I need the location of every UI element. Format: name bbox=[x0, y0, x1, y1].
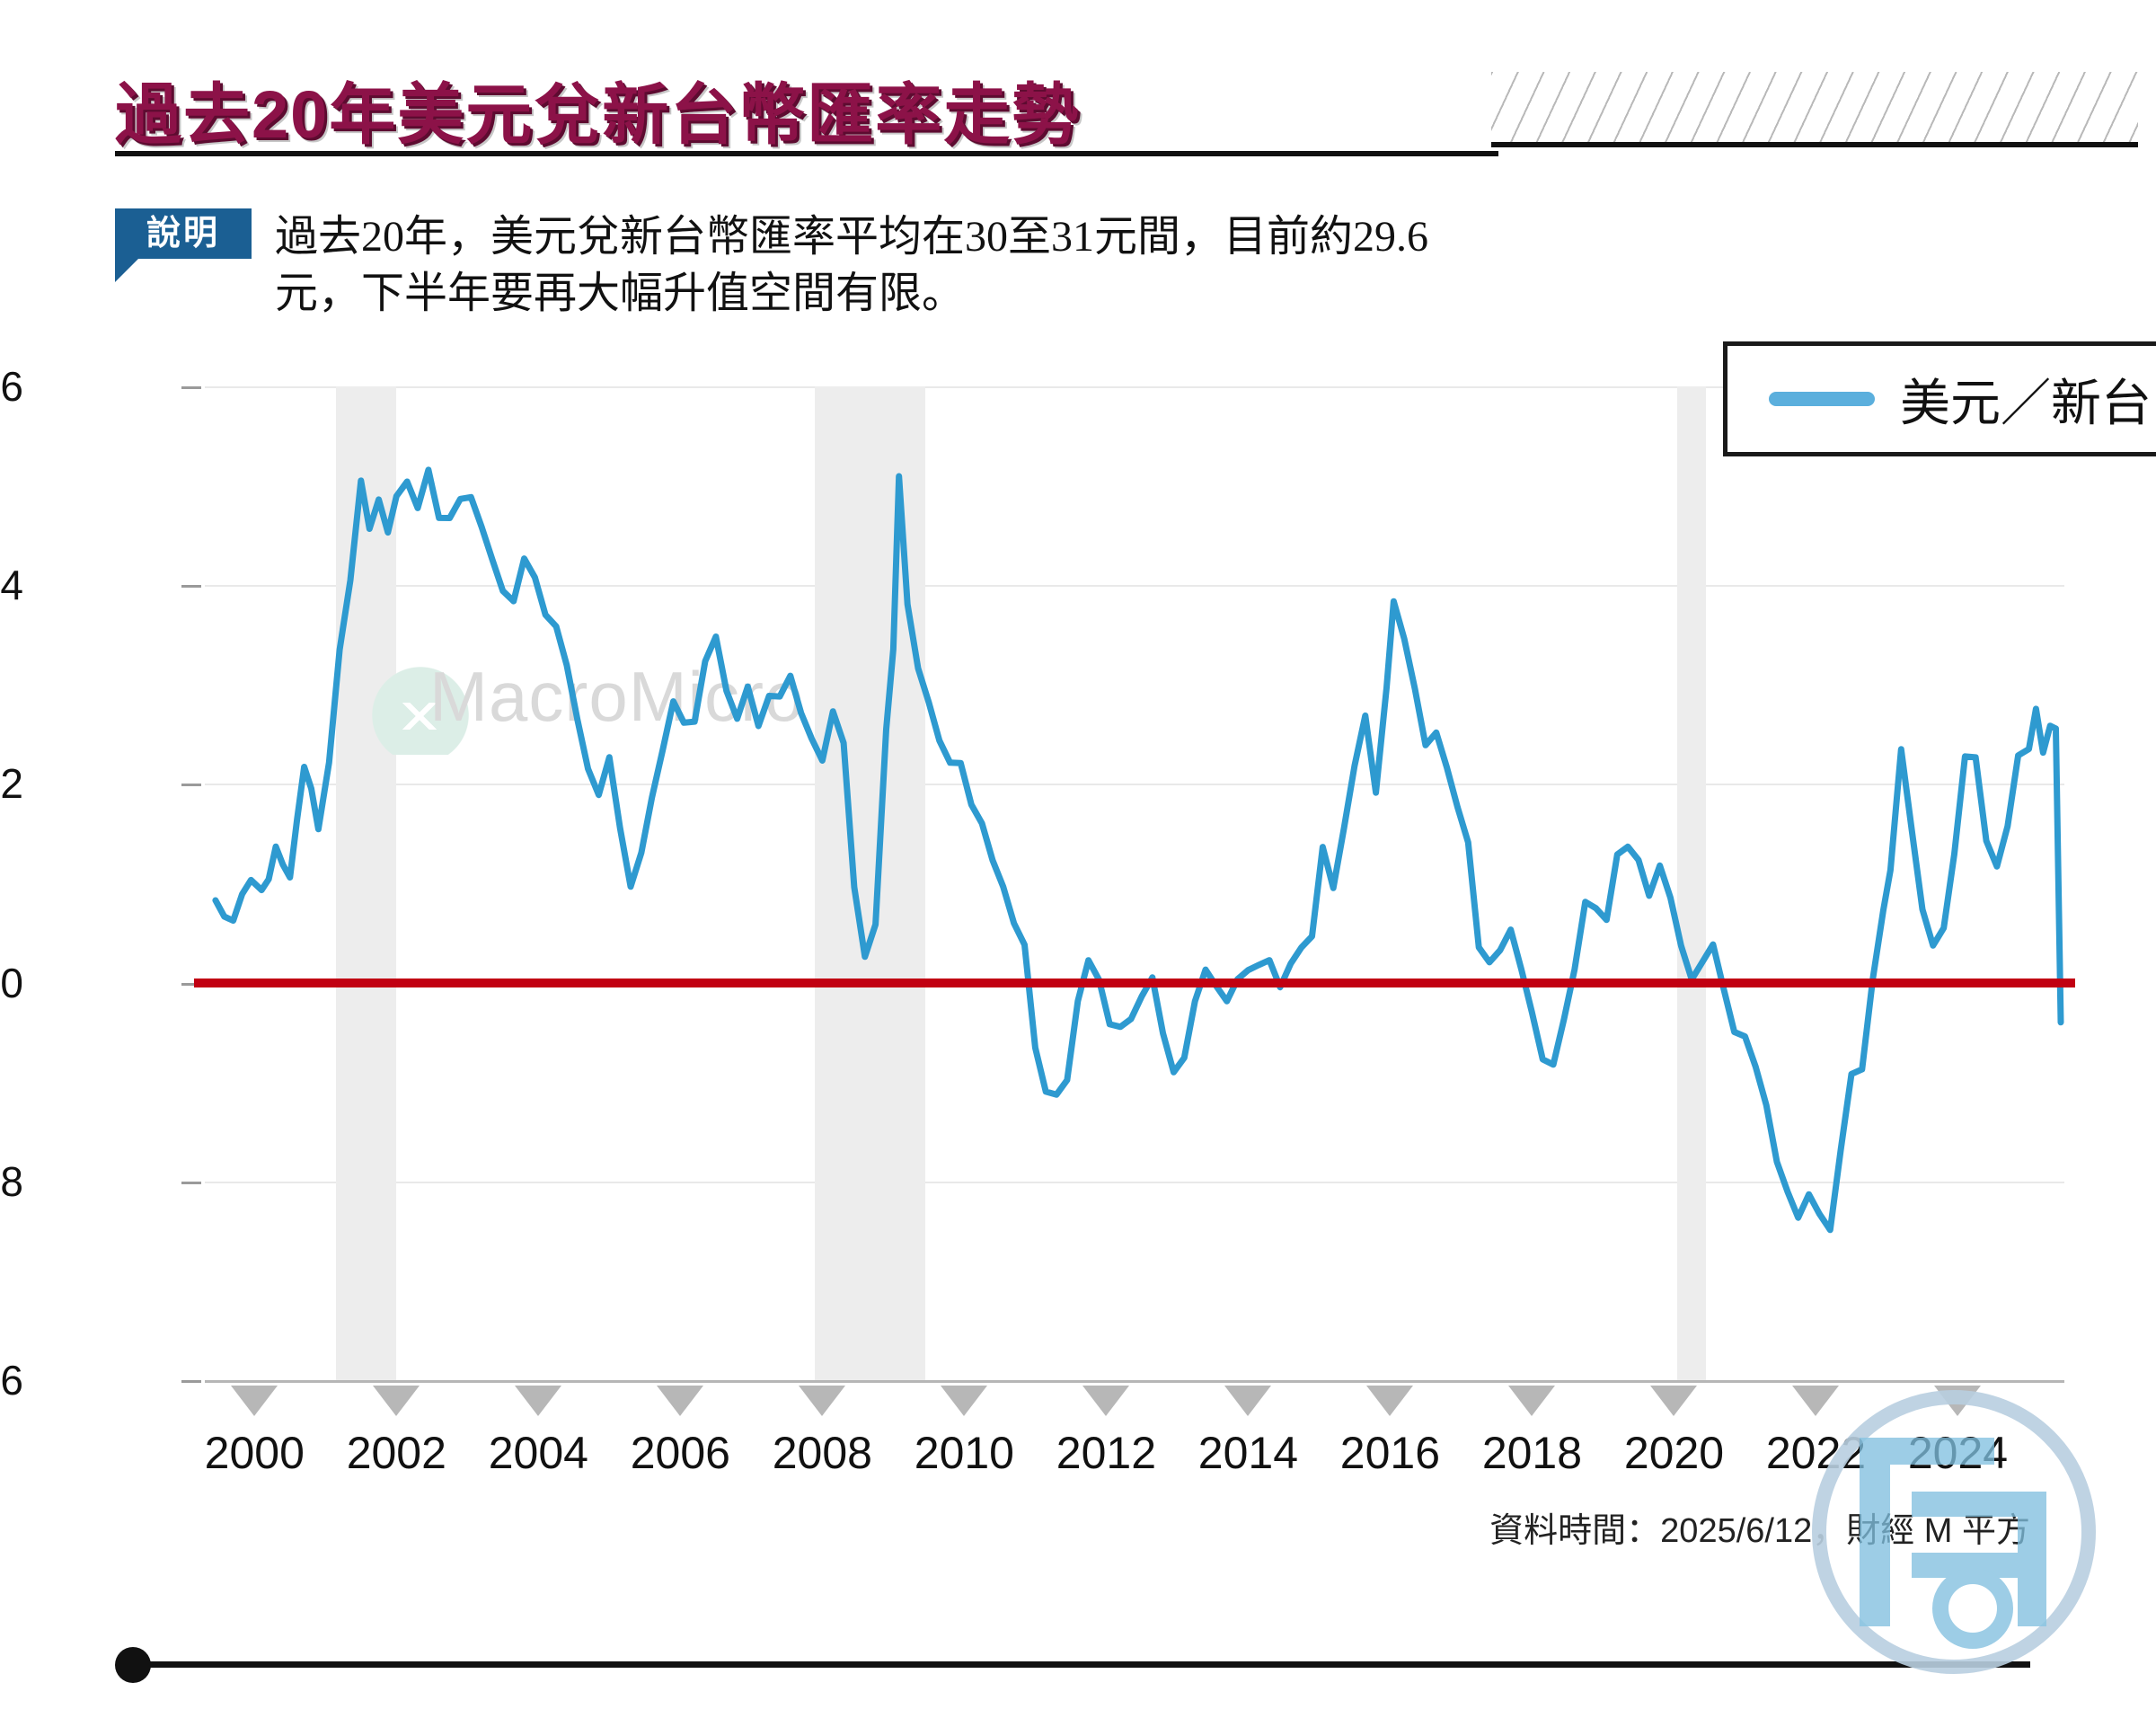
x-tick-label-2008: 2008 bbox=[772, 1428, 872, 1478]
x-tick-label-2004: 2004 bbox=[488, 1428, 588, 1478]
note-badge: 說明 bbox=[115, 208, 252, 282]
header-rule-left bbox=[115, 151, 1498, 156]
y-tick-label-28: 28 bbox=[0, 1157, 23, 1205]
source-note: 資料時間：2025/6/12，財經 M 平方 bbox=[1489, 1512, 2030, 1550]
y-tickmark-34 bbox=[181, 585, 201, 589]
note-line-1: 過去20年，美元兌新台幣匯率平均在30至31元間，目前約29.6 bbox=[275, 213, 1429, 261]
gridline-34 bbox=[205, 585, 2064, 588]
note-line-2: 元，下半年要再大幅升值空間有限。 bbox=[275, 270, 966, 318]
y-tickmark-36 bbox=[181, 386, 201, 389]
y-tick-label-26: 26 bbox=[0, 1357, 23, 1404]
x-tickmark-2014 bbox=[1224, 1386, 1272, 1416]
y-tickmark-28 bbox=[181, 1181, 201, 1184]
page-title: 過去20年美元兌新台幣匯率走勢 bbox=[115, 77, 1081, 152]
x-tickmark-2004 bbox=[515, 1386, 562, 1416]
note-block: 說明 過去20年，美元兌新台幣匯率平均在30至31元間，目前約29.6 元，下半… bbox=[115, 208, 2046, 323]
gridline-32 bbox=[205, 784, 2064, 786]
chart-legend: 美元／新台幣 bbox=[1723, 341, 2156, 456]
header-rule-right bbox=[1491, 142, 2138, 147]
x-tickmark-2012 bbox=[1082, 1386, 1130, 1416]
footer-rule bbox=[133, 1661, 2030, 1668]
x-tick-label-2010: 2010 bbox=[914, 1428, 1014, 1478]
x-tickmark-2000 bbox=[231, 1386, 278, 1416]
x-axis-line bbox=[205, 1380, 2064, 1383]
note-text: 過去20年，美元兌新台幣匯率平均在30至31元間，目前約29.6 元，下半年要再… bbox=[275, 208, 2046, 323]
publisher-stamp-icon bbox=[1812, 1390, 2096, 1674]
hatch-decoration bbox=[1491, 72, 2138, 144]
gridline-36 bbox=[205, 386, 2064, 388]
x-tick-label-2006: 2006 bbox=[630, 1428, 730, 1478]
x-tickmark-2020 bbox=[1650, 1386, 1698, 1416]
x-tick-label-2016: 2016 bbox=[1339, 1428, 1441, 1478]
x-tickmark-2006 bbox=[657, 1386, 704, 1416]
recession-band-2 bbox=[1677, 386, 1706, 1380]
footer-dot bbox=[115, 1647, 151, 1683]
x-tickmark-2002 bbox=[373, 1386, 420, 1416]
x-tickmark-2018 bbox=[1508, 1386, 1556, 1416]
reference-line-30 bbox=[194, 978, 2075, 987]
y-tickmark-26 bbox=[181, 1380, 201, 1383]
y-tick-label-30: 30 bbox=[0, 959, 23, 1006]
legend-swatch-usd-twd bbox=[1769, 392, 1875, 406]
plot-area: MacroMicro 美元／新台幣 26 28 30 32 34 36 bbox=[0, 341, 2156, 1404]
x-tick-label-2000: 2000 bbox=[204, 1428, 305, 1478]
series-usd-twd bbox=[212, 466, 2064, 1234]
y-tickmark-32 bbox=[181, 784, 201, 787]
x-tick-label-2012: 2012 bbox=[1056, 1428, 1157, 1478]
x-tickmark-2008 bbox=[799, 1386, 846, 1416]
legend-label-usd-twd: 美元／新台幣 bbox=[1900, 374, 2156, 431]
x-tickmark-2010 bbox=[941, 1386, 988, 1416]
chart-area: Number MacroMicro 美元／新台幣 262830323436 20… bbox=[0, 341, 2156, 1478]
recession-band-0 bbox=[336, 386, 397, 1380]
macromicro-logo-icon bbox=[371, 656, 470, 755]
x-tickmark-2022 bbox=[1792, 1386, 1840, 1416]
x-tickmark-2016 bbox=[1366, 1386, 1414, 1416]
header: 過去20年美元兌新台幣匯率走勢 bbox=[0, 0, 2156, 171]
watermark-text: MacroMicro bbox=[429, 657, 805, 736]
x-tick-label-2002: 2002 bbox=[346, 1428, 446, 1478]
x-tick-label-2020: 2020 bbox=[1623, 1428, 1725, 1478]
x-tick-label-2018: 2018 bbox=[1481, 1428, 1583, 1478]
gridline-28 bbox=[205, 1181, 2064, 1183]
y-tick-label-32: 32 bbox=[0, 760, 23, 808]
y-tickmark-30 bbox=[181, 982, 201, 986]
y-tick-label-34: 34 bbox=[0, 562, 23, 609]
y-tick-label-36: 36 bbox=[0, 363, 23, 410]
x-tick-label-2014: 2014 bbox=[1197, 1428, 1299, 1478]
